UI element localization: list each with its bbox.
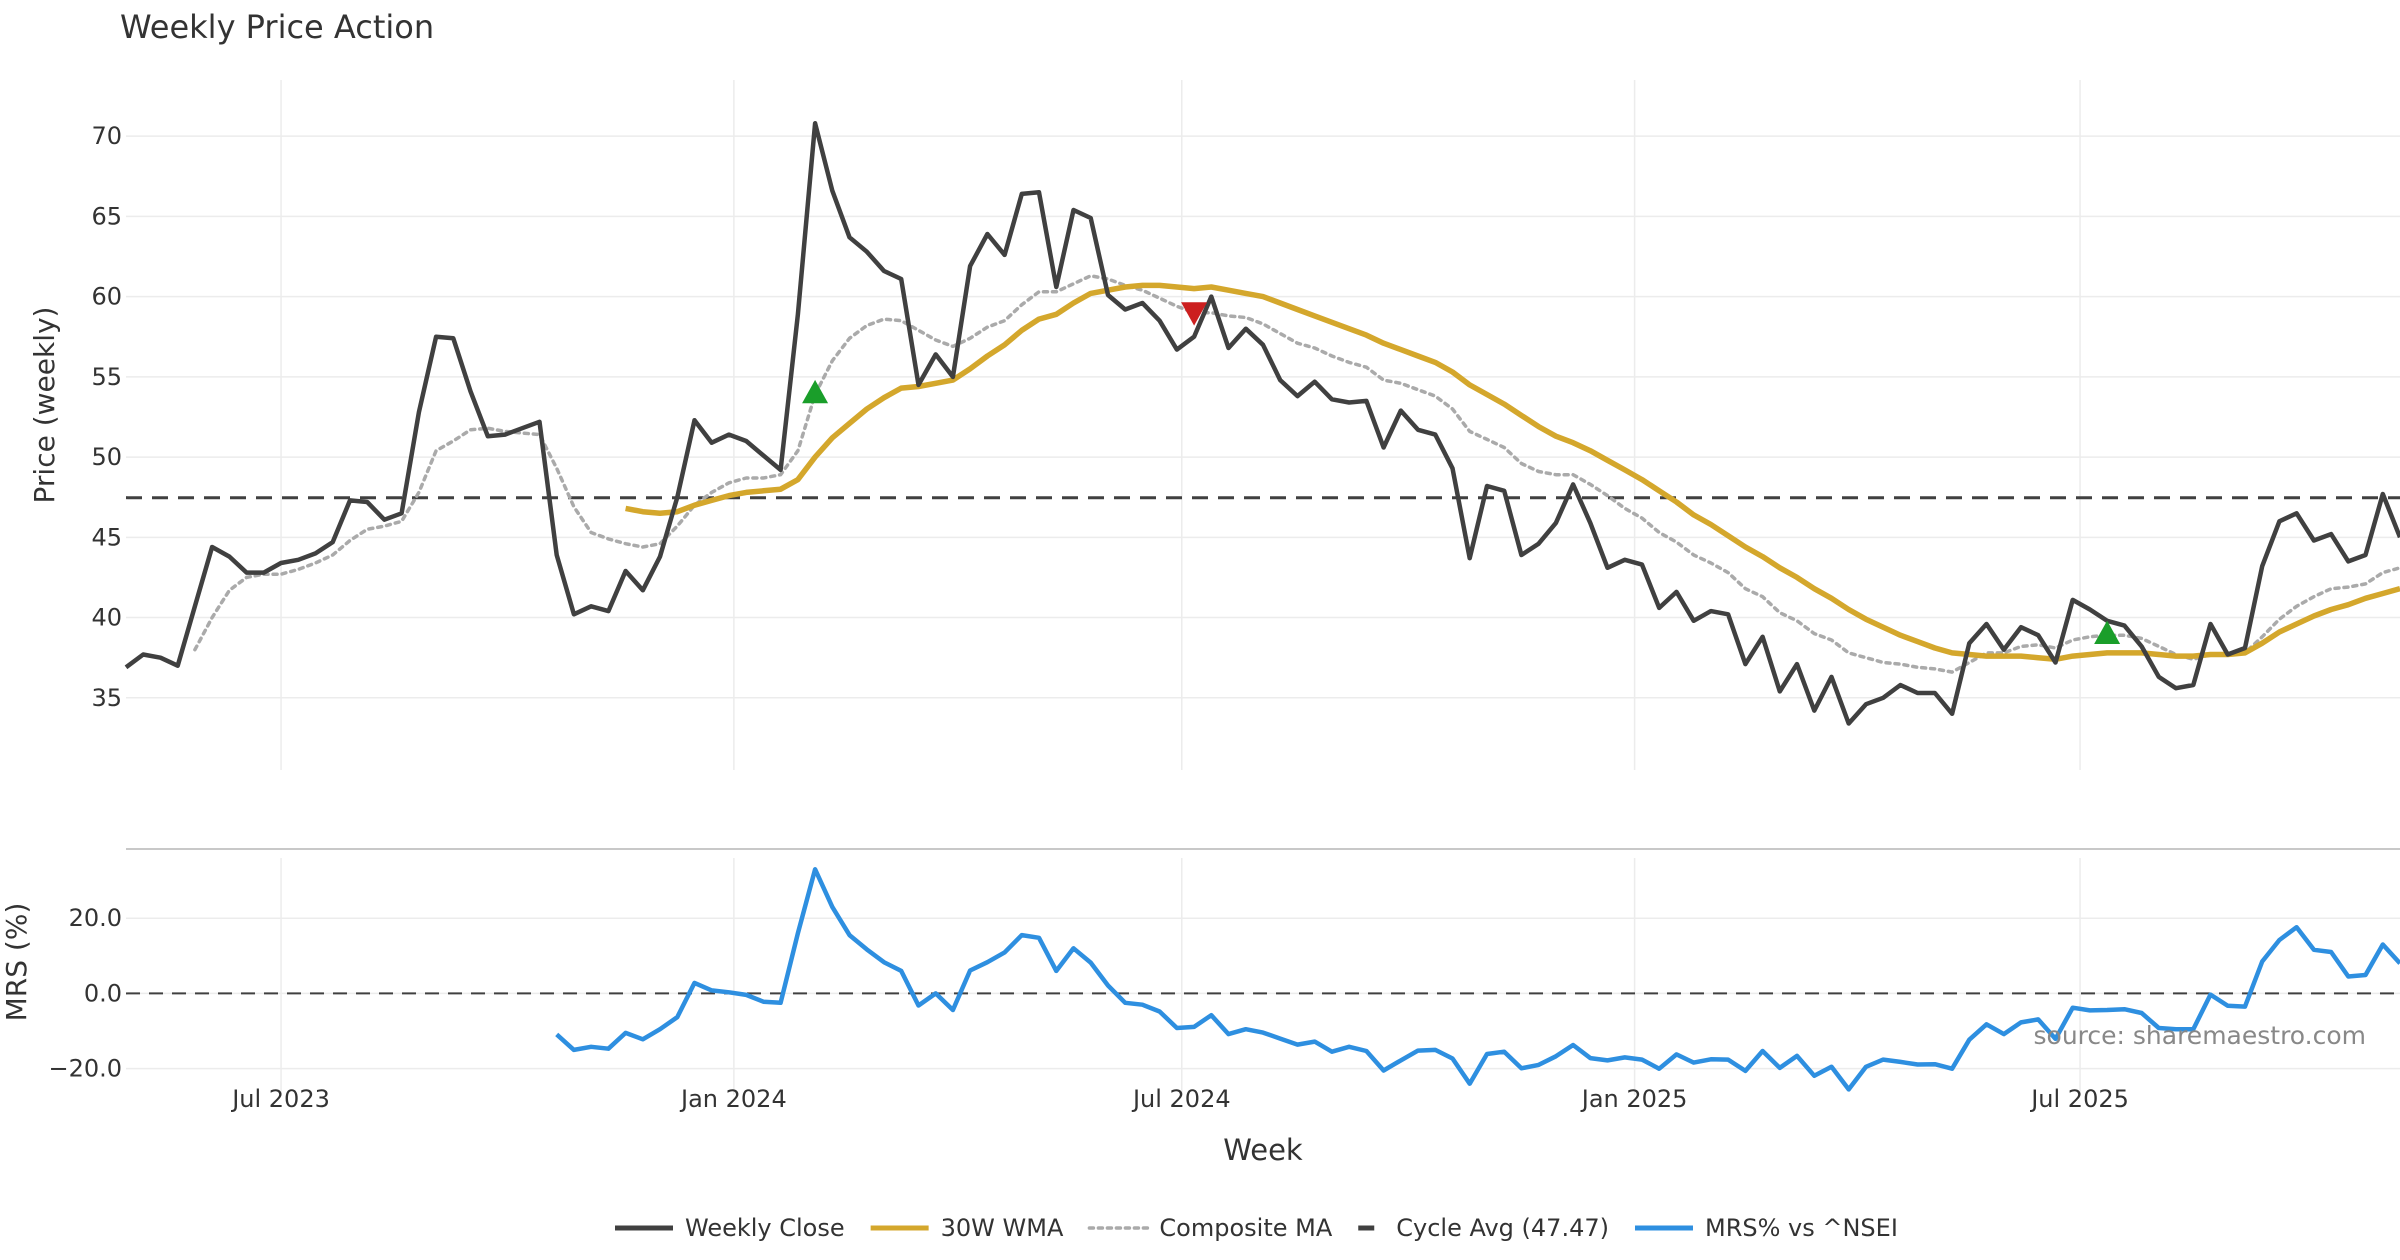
buy-signal-marker <box>2094 620 2121 645</box>
chart-title: Weekly Price Action <box>120 8 434 46</box>
price-y-tick-label: 55 <box>91 363 122 391</box>
price-y-tick-label: 60 <box>91 283 122 311</box>
x-tick-label: Jul 2024 <box>1131 1085 1231 1113</box>
legend-label: MRS% vs ^NSEI <box>1705 1214 1898 1242</box>
price-y-tick-label: 65 <box>91 202 122 230</box>
x-tick-label: Jan 2025 <box>1580 1085 1688 1113</box>
price-y-tick-label: 45 <box>91 523 122 551</box>
mrs-y-ticks: −20.0 0.0 20.0 <box>48 904 122 1082</box>
source-note: source: sharemaestro.com <box>2034 1021 2367 1050</box>
price-y-tick-label: 50 <box>91 443 122 471</box>
x-ticks: Jul 2023 Jan 2024 Jul 2024 Jan 2025 Jul 2025 <box>230 1085 2129 1113</box>
signal-markers <box>802 302 2121 645</box>
mrs-y-axis-label: MRS (%) <box>0 903 33 1022</box>
legend-label: Cycle Avg (47.47) <box>1396 1214 1609 1242</box>
price-y-tick-label: 35 <box>91 684 122 712</box>
price-series <box>124 121 2400 726</box>
legend-label: Weekly Close <box>685 1214 845 1242</box>
price-y-tick-label: 70 <box>91 122 122 150</box>
series-composite-ma <box>193 274 2400 674</box>
mrs-y-tick-label: −20.0 <box>48 1055 122 1083</box>
mrs-y-tick-label: 20.0 <box>69 904 122 932</box>
x-tick-label: Jul 2023 <box>230 1085 330 1113</box>
mrs-series <box>126 867 2400 1092</box>
x-tick-label: Jan 2024 <box>679 1085 787 1113</box>
price-y-tick-label: 40 <box>91 604 122 632</box>
legend: Weekly Close 30W WMA Composite MA Cycle Avg… <box>615 1214 1898 1242</box>
series-mrs-vs-nsei <box>555 867 2400 1092</box>
x-tick-label: Jul 2025 <box>2029 1085 2129 1113</box>
price-y-axis-label: Price (weekly) <box>28 307 61 504</box>
sell-signal-marker <box>1181 302 1208 326</box>
mrs-y-tick-label: 0.0 <box>84 979 122 1007</box>
price-y-ticks: 35 40 45 50 55 60 65 70 <box>91 122 122 712</box>
legend-label: 30W WMA <box>941 1214 1064 1242</box>
buy-signal-marker <box>802 379 829 404</box>
x-axis-label: Week <box>1223 1133 1303 1167</box>
series-30w-wma <box>625 282 2400 663</box>
legend-label: Composite MA <box>1159 1214 1332 1242</box>
price-gridlines <box>126 80 2400 770</box>
series-weekly-close <box>124 121 2400 726</box>
